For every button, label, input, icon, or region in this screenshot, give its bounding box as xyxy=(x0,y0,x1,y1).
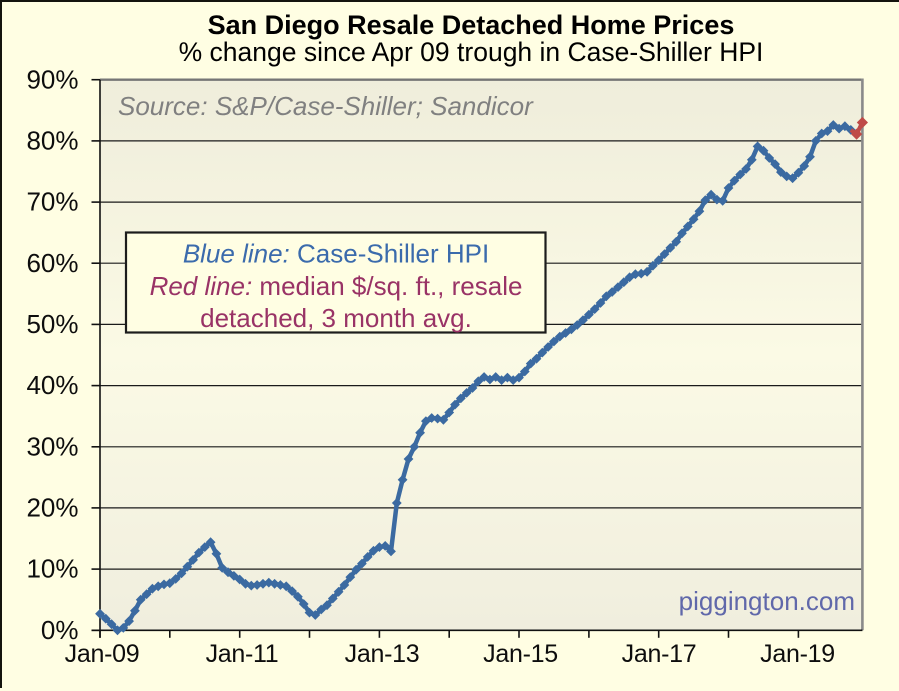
svg-text:20%: 20% xyxy=(26,493,78,523)
svg-text:80%: 80% xyxy=(26,126,78,156)
svg-text:% change since Apr 09 trough i: % change since Apr 09 trough in Case-Shi… xyxy=(179,37,764,67)
svg-text:Jan-19: Jan-19 xyxy=(760,640,835,668)
svg-text:60%: 60% xyxy=(26,248,78,278)
svg-text:70%: 70% xyxy=(26,187,78,217)
svg-text:90%: 90% xyxy=(26,64,78,94)
svg-text:Jan-13: Jan-13 xyxy=(345,640,420,668)
svg-text:10%: 10% xyxy=(26,554,78,584)
svg-text:detached, 3 month avg.: detached, 3 month avg. xyxy=(200,303,472,333)
svg-text:50%: 50% xyxy=(26,309,78,339)
svg-text:San Diego Resale Detached Home: San Diego Resale Detached Home Prices xyxy=(208,10,735,40)
svg-text:0%: 0% xyxy=(41,615,79,645)
svg-text:40%: 40% xyxy=(26,370,78,400)
svg-text:Red line: median $/sq. ft., re: Red line: median $/sq. ft., resale xyxy=(150,271,523,301)
svg-text:Jan-17: Jan-17 xyxy=(622,640,697,668)
svg-text:30%: 30% xyxy=(26,431,78,461)
svg-text:Jan-15: Jan-15 xyxy=(483,640,558,668)
svg-text:Source: S&P/Case-Shiller; Sand: Source: S&P/Case-Shiller; Sandicor xyxy=(118,91,534,121)
svg-text:Blue line: Case-Shiller HPI: Blue line: Case-Shiller HPI xyxy=(183,239,489,269)
svg-text:Jan-11: Jan-11 xyxy=(206,640,279,668)
svg-text:piggington.com: piggington.com xyxy=(679,586,855,616)
svg-text:Jan-09: Jan-09 xyxy=(65,640,140,668)
